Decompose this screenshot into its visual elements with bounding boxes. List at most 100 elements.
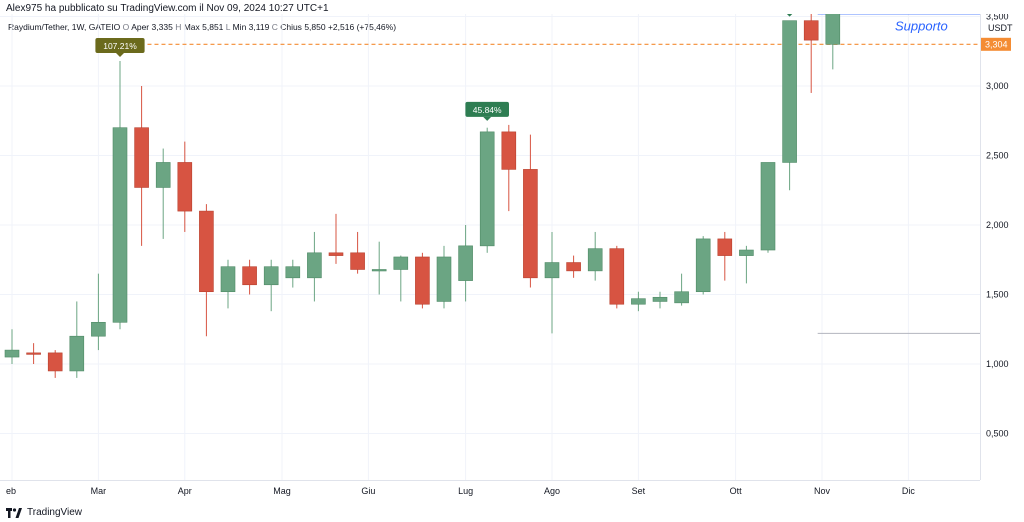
candle xyxy=(199,204,214,337)
legend-low-value: 3,119 xyxy=(248,22,270,32)
candle-body xyxy=(155,162,171,188)
candle-body xyxy=(523,169,538,279)
candle-body xyxy=(458,245,473,281)
legend-open-value: 3,335 xyxy=(151,22,173,32)
candle-body xyxy=(47,352,63,372)
candle-body xyxy=(609,248,625,305)
price-label-bg xyxy=(981,37,1011,51)
candle-body xyxy=(436,256,452,302)
candle-body xyxy=(328,252,344,256)
candle-body xyxy=(566,262,581,272)
pct-callout-bg xyxy=(465,101,509,117)
candle xyxy=(69,301,85,378)
legend-low-label: Min xyxy=(232,22,247,32)
tradingview-logo-icon xyxy=(6,507,22,518)
candle-body xyxy=(242,266,257,286)
candle xyxy=(587,231,603,281)
x-tick-label: Ago xyxy=(544,486,560,496)
candle xyxy=(285,259,301,288)
candle xyxy=(544,231,560,334)
candle xyxy=(177,141,193,232)
candle xyxy=(350,231,365,274)
candle-body xyxy=(587,248,603,272)
currency-label: USDT xyxy=(988,23,1013,33)
y-tick-label: 3,500 xyxy=(986,14,1009,22)
candle xyxy=(609,245,625,309)
tradingview-brand: TradingView xyxy=(27,507,83,518)
candle xyxy=(782,20,797,191)
y-tick-label: 0,500 xyxy=(986,429,1009,439)
candle xyxy=(307,231,322,302)
candles[interactable] xyxy=(4,14,841,378)
candle-body xyxy=(91,321,106,337)
legend-symbol[interactable]: Raydium/Tether, 1W, GATEIO xyxy=(8,22,121,32)
legend-close-value: 5,850 xyxy=(304,22,326,32)
pct-callout-text: 45.84% xyxy=(473,105,502,115)
candle-body xyxy=(760,162,776,251)
legend-low-key: L xyxy=(225,22,231,32)
candle xyxy=(26,343,41,364)
x-tick-label: Dic xyxy=(902,486,915,496)
legend-high-label: Max xyxy=(183,22,200,32)
candle-body xyxy=(393,256,409,270)
candle xyxy=(760,162,776,253)
x-tick-label: Apr xyxy=(178,486,192,496)
candle xyxy=(436,245,452,309)
candle xyxy=(739,245,754,284)
chart-grid xyxy=(0,14,980,480)
candle xyxy=(47,350,63,378)
candle xyxy=(631,291,646,312)
candle-body xyxy=(134,127,149,188)
candle-body xyxy=(26,352,41,355)
candle xyxy=(263,259,279,312)
x-tick-label: Nov xyxy=(814,486,831,496)
legend-high-key: H xyxy=(175,22,182,32)
candle-body xyxy=(717,238,733,256)
y-tick-label: 1,000 xyxy=(986,359,1009,369)
x-tick-label: Mar xyxy=(91,486,107,496)
horizontal-levels[interactable] xyxy=(0,14,980,334)
candle xyxy=(501,124,517,212)
pct-callout-arrow xyxy=(786,14,793,17)
chart-overlays[interactable]: 1,151 (20,37%) 1.151107.21%45.84%41.8%75… xyxy=(95,14,948,121)
candle-body xyxy=(544,262,560,279)
candle-body xyxy=(674,291,689,304)
legend-close-key: C xyxy=(271,22,278,32)
y-tick-label: 1,500 xyxy=(986,290,1009,300)
candle xyxy=(328,213,344,264)
legend-high-value: 5,851 xyxy=(202,22,224,32)
candle-body xyxy=(350,252,365,270)
candle xyxy=(415,252,430,309)
price-chart[interactable]: 1,151 (20,37%) 1.151107.21%45.84%41.8%75… xyxy=(0,14,1024,499)
price-axis[interactable]: USDT 0,500 1,000 1,500 2,000 2,500 3,000 3,500… xyxy=(980,14,1014,480)
candle-body xyxy=(501,131,517,170)
candle xyxy=(566,255,581,278)
pct-callout-bg xyxy=(95,37,145,53)
candle-body xyxy=(112,127,128,323)
time-axis[interactable]: eb Mar Apr Mag Giu Lug Ago Set Ott Nov Dic xyxy=(0,480,980,497)
pct-callout-arrow xyxy=(116,52,124,57)
symbol-legend: Raydium/Tether, 1W, GATEIO O Aper 3,335 … xyxy=(8,22,396,32)
candle xyxy=(825,14,841,70)
candle-body xyxy=(695,238,711,293)
candle-body xyxy=(739,249,754,256)
x-tick-label: Mag xyxy=(273,486,291,496)
candle xyxy=(393,255,409,302)
candle xyxy=(112,60,128,330)
legend-open-label: Aper xyxy=(131,22,150,32)
y-tick-label: 2,500 xyxy=(986,151,1009,161)
y-tick-label: 3,000 xyxy=(986,81,1009,91)
candle xyxy=(523,134,538,288)
candle xyxy=(458,225,473,302)
legend-change: +2,516 (+75,46%) xyxy=(327,22,397,32)
candle xyxy=(155,148,171,239)
candle xyxy=(91,273,106,351)
candle-body xyxy=(371,269,387,272)
candle xyxy=(4,329,20,364)
x-tick-label: eb xyxy=(6,486,16,496)
candle xyxy=(717,231,733,281)
candle-body xyxy=(220,266,236,293)
candle xyxy=(242,259,257,295)
pct-callout-arrow xyxy=(483,116,492,121)
support-label: Supporto xyxy=(895,19,948,34)
